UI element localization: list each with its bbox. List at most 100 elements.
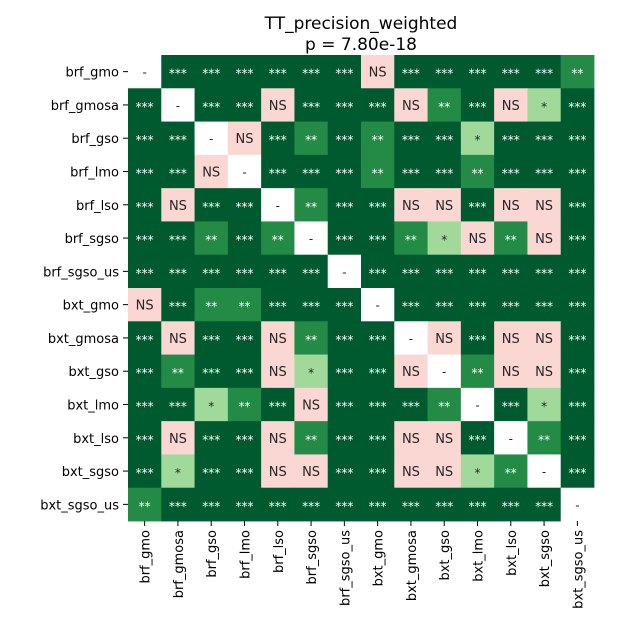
cell-annotation: ** <box>239 300 251 314</box>
cell-annotation: * <box>475 133 481 147</box>
cell-annotation: *** <box>402 499 420 513</box>
cell-annotation: NS <box>502 332 520 347</box>
cell-annotation: *** <box>402 266 420 280</box>
heatmap-cell <box>227 421 262 455</box>
column-label: bxt_sgso_us <box>571 530 586 609</box>
heatmap-cell <box>527 154 562 189</box>
cell-annotation: *** <box>502 266 520 280</box>
heatmap-cell <box>194 221 229 256</box>
cell-annotation: *** <box>535 266 553 280</box>
cell-annotation: NS <box>402 432 420 447</box>
heatmap-cell <box>128 454 162 489</box>
cell-annotation: *** <box>369 433 387 447</box>
cell-annotation: *** <box>369 400 387 414</box>
row-label: brf_lmo <box>70 166 119 181</box>
column-label: brf_gso <box>205 530 220 578</box>
heatmap-cell <box>494 221 528 256</box>
cell-annotation: *** <box>236 433 254 447</box>
cell-annotation: NS <box>269 99 287 114</box>
cell-annotation: NS <box>435 332 453 347</box>
heatmap-cell <box>361 154 395 189</box>
cell-annotation: *** <box>269 167 287 181</box>
cell-annotation: *** <box>369 100 387 114</box>
cell-annotation: NS <box>469 232 487 247</box>
cell-annotation: *** <box>335 67 353 81</box>
heatmap-cell <box>194 487 229 522</box>
heatmap-cell <box>427 188 462 222</box>
cell-annotation: ** <box>472 366 484 380</box>
heatmap-cell <box>327 221 362 256</box>
cell-annotation: NS <box>269 365 287 380</box>
cell-annotation: ** <box>205 300 217 314</box>
heatmap-cell <box>194 121 229 156</box>
cell-annotation: *** <box>568 167 586 181</box>
heatmap-cell <box>394 321 428 355</box>
cell-annotation: *** <box>568 366 586 380</box>
cell-annotation: *** <box>202 200 220 214</box>
cell-annotation: *** <box>402 133 420 147</box>
cell-annotation: * <box>208 400 214 414</box>
heatmap-cell <box>294 387 329 422</box>
heatmap-cell <box>460 188 495 222</box>
column-label: brf_sgso_us <box>338 530 353 606</box>
heatmap-cell <box>227 454 262 489</box>
cell-annotation: *** <box>402 300 420 314</box>
heatmap-cell <box>294 88 329 122</box>
cell-annotation: *** <box>535 67 553 81</box>
cell-annotation: *** <box>335 400 353 414</box>
cell-annotation: *** <box>568 133 586 147</box>
cell-annotation: *** <box>202 466 220 480</box>
heatmap-cell <box>161 288 195 322</box>
heatmap-cell <box>261 321 295 355</box>
cell-annotation: ** <box>305 200 317 214</box>
cell-annotation: *** <box>469 333 487 347</box>
heatmap-cell <box>128 121 162 156</box>
cell-annotation: *** <box>369 499 387 513</box>
cell-annotation: *** <box>202 266 220 280</box>
heatmap-cell <box>194 454 229 489</box>
heatmap-cell <box>361 121 395 156</box>
cell-annotation: *** <box>568 300 586 314</box>
heatmap-cell <box>161 221 195 256</box>
cell-annotation: *** <box>469 300 487 314</box>
cell-annotation: *** <box>202 100 220 114</box>
cell-annotation: NS <box>169 332 187 347</box>
heatmap-cell <box>361 221 395 256</box>
cell-annotation: NS <box>136 299 154 314</box>
heatmap-cell <box>294 154 329 189</box>
heatmap-cell <box>427 254 462 289</box>
cell-annotation: - <box>176 99 180 113</box>
heatmap-cell <box>460 487 495 522</box>
heatmap-cell <box>161 321 195 355</box>
heatmap-cell <box>294 254 329 289</box>
cell-annotation: *** <box>335 167 353 181</box>
heatmap-cell <box>560 88 595 122</box>
row-label: brf_sgso_us <box>43 265 119 280</box>
heatmap-cell <box>527 288 562 322</box>
heatmap-cell <box>128 387 162 422</box>
cell-annotation: *** <box>402 67 420 81</box>
heatmap-cell <box>427 454 462 489</box>
heatmap-cell <box>261 254 295 289</box>
cell-annotation: *** <box>136 333 154 347</box>
heatmap-cell <box>427 121 462 156</box>
heatmap-cell <box>294 288 329 322</box>
heatmap-cell <box>427 387 462 422</box>
cell-annotation: *** <box>335 366 353 380</box>
heatmap-cell <box>194 254 229 289</box>
heatmap-cell <box>227 88 262 122</box>
cell-annotation: - <box>276 199 280 213</box>
cell-annotation: *** <box>236 499 254 513</box>
heatmap-cell <box>194 288 229 322</box>
cell-annotation: *** <box>302 67 320 81</box>
cell-annotation: - <box>442 365 446 379</box>
cell-annotation: *** <box>502 167 520 181</box>
column-label: bxt_gmosa <box>405 530 420 601</box>
column-label: brf_lso <box>272 530 287 573</box>
cell-annotation: *** <box>202 67 220 81</box>
row-label: brf_sgso <box>65 232 119 247</box>
heatmap-cell <box>261 55 295 89</box>
cell-annotation: *** <box>535 300 553 314</box>
heatmap-cell <box>294 354 329 389</box>
cell-annotation: *** <box>435 167 453 181</box>
